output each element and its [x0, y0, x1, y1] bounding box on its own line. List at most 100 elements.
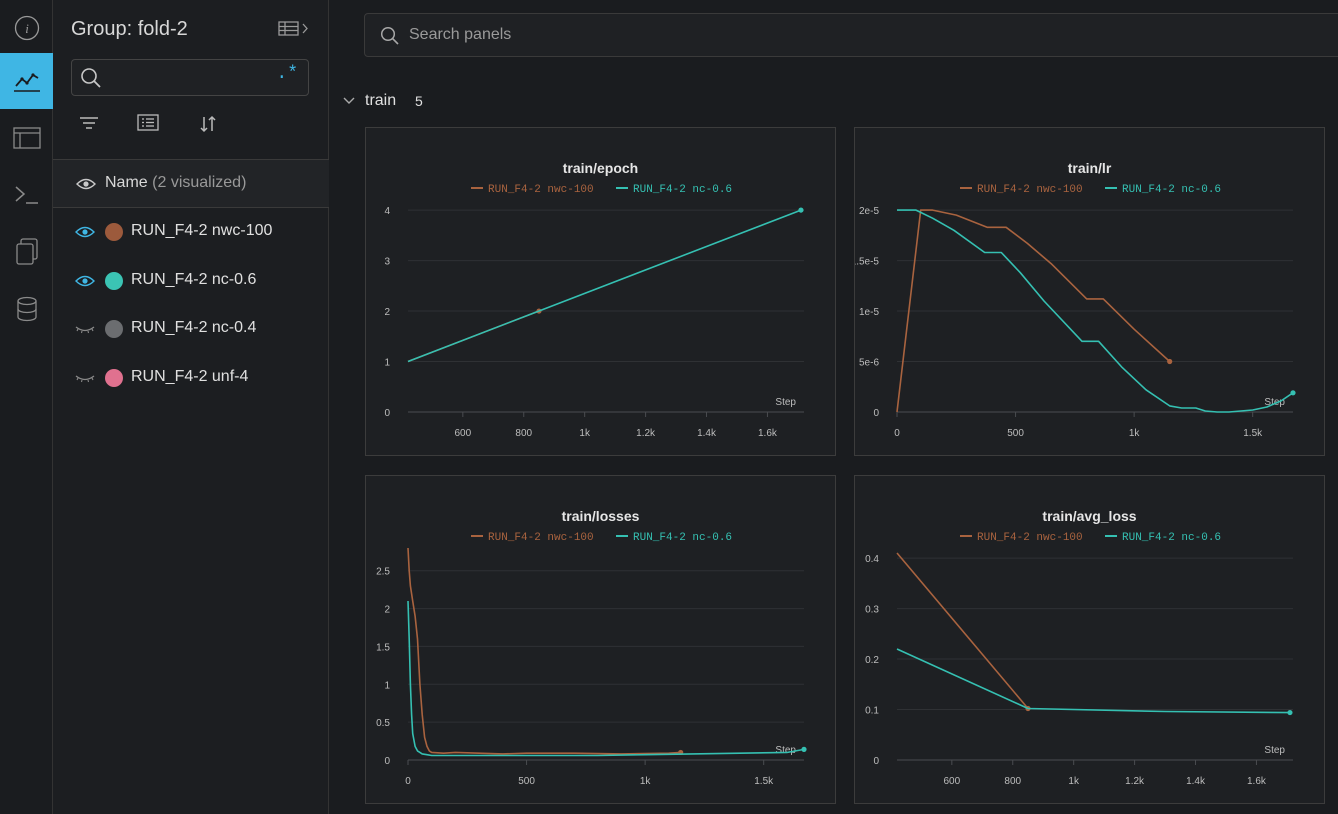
section-name: train	[365, 92, 397, 109]
series-line	[896, 648, 1291, 714]
run-color-swatch[interactable]	[105, 271, 123, 290]
run-name[interactable]: RUN_F4-2 nwc-100	[131, 222, 273, 239]
eye-hidden-icon[interactable]	[75, 371, 95, 385]
y-tick-label: 1.5e-5	[855, 257, 879, 268]
chart-title: train/epoch	[563, 160, 638, 176]
x-tick-label: 1k	[579, 428, 591, 439]
panel-search-box	[364, 13, 1338, 57]
x-axis-label: Step	[775, 745, 796, 756]
x-tick-label: 1k	[1129, 428, 1141, 439]
series-end-point	[1287, 709, 1293, 716]
series-line	[896, 209, 1171, 413]
files-nav-button[interactable]	[0, 224, 53, 280]
run-search-box: .*	[71, 59, 309, 96]
expand-table-button[interactable]	[278, 19, 310, 44]
run-color-swatch[interactable]	[105, 368, 123, 387]
x-tick-label: 1.2k	[636, 428, 656, 439]
legend-label: RUN_F4-2 nc-0.6	[633, 184, 732, 196]
series-line	[407, 209, 802, 363]
group-button[interactable]	[137, 114, 159, 137]
y-tick-label: 0	[384, 756, 390, 767]
run-row[interactable]: RUN_F4-2 nc-0.6	[53, 257, 329, 305]
run-color-swatch[interactable]	[105, 320, 123, 338]
search-icon	[81, 68, 101, 88]
run-name[interactable]: RUN_F4-2 nc-0.6	[131, 270, 257, 288]
sort-icon	[200, 115, 216, 133]
charts-nav-button[interactable]	[0, 53, 53, 109]
y-tick-label: 0.2	[865, 655, 879, 666]
chart-train-lr: train/lr RUN_F4-2 nwc-100 RUN_F4-2 nc-0.6 0…	[855, 160, 1296, 439]
svg-text:i: i	[25, 21, 29, 36]
x-tick-label: 1.6k	[758, 428, 778, 439]
artifacts-nav-button[interactable]	[0, 281, 53, 337]
x-tick-label: 0	[405, 776, 411, 787]
files-icon	[15, 238, 38, 265]
y-tick-label: 0	[873, 756, 879, 767]
run-name[interactable]: RUN_F4-2 unf-4	[131, 367, 249, 385]
filter-button[interactable]	[78, 114, 100, 137]
eye-visible-icon[interactable]	[75, 225, 95, 239]
y-tick-label: 1.5	[376, 642, 390, 653]
x-tick-label: 600	[943, 776, 960, 787]
x-tick-label: 800	[1004, 776, 1021, 787]
overview-nav-button[interactable]: i	[0, 0, 53, 56]
terminal-icon	[15, 186, 38, 204]
y-tick-label: 2.5	[376, 567, 390, 578]
x-tick-label: 1.5k	[754, 776, 774, 787]
group-title: Group: fold-2	[71, 18, 188, 40]
x-tick-label: 1.6k	[1247, 776, 1267, 787]
sort-button[interactable]	[198, 114, 218, 139]
regex-toggle[interactable]: .*	[276, 64, 298, 84]
eye-visible-icon[interactable]	[75, 274, 95, 288]
x-axis-label: Step	[1264, 745, 1285, 756]
y-tick-label: 1e-5	[859, 307, 879, 318]
chart-legend: RUN_F4-2 nwc-100 RUN_F4-2 nc-0.6	[960, 184, 1221, 196]
y-tick-label: 2e-5	[859, 206, 879, 217]
legend-label: RUN_F4-2 nc-0.6	[633, 532, 732, 544]
x-axis-label: Step	[1264, 397, 1285, 408]
run-row[interactable]: RUN_F4-2 nwc-100	[53, 208, 329, 256]
chart-panel-train-losses[interactable]: train/losses RUN_F4-2 nwc-100 RUN_F4-2 nc-…	[365, 475, 836, 804]
legend-label: RUN_F4-2 nc-0.6	[1122, 184, 1221, 196]
chart-title: train/lr	[1068, 160, 1112, 176]
series-end-point	[1167, 358, 1173, 365]
logs-nav-button[interactable]	[0, 167, 53, 223]
x-tick-label: 1.2k	[1125, 776, 1145, 787]
y-tick-label: 0.1	[865, 706, 879, 717]
series-line	[407, 547, 681, 755]
run-toolbar	[78, 114, 238, 136]
run-row[interactable]: RUN_F4-2 unf-4	[53, 354, 329, 402]
y-tick-label: 0.3	[865, 605, 879, 616]
x-axis-label: Step	[775, 397, 796, 408]
panel-search-input[interactable]	[409, 23, 809, 47]
chart-panel-train-lr[interactable]: train/lr RUN_F4-2 nwc-100 RUN_F4-2 nc-0.6 0…	[854, 127, 1325, 456]
chart-train-epoch: train/epoch RUN_F4-2 nwc-100 RUN_F4-2 nc-0…	[384, 160, 804, 439]
chart-train-losses: train/losses RUN_F4-2 nwc-100 RUN_F4-2 nc-…	[376, 508, 807, 787]
series-end-point	[801, 746, 807, 752]
x-tick-label: 800	[515, 428, 532, 439]
table-nav-button[interactable]	[0, 110, 53, 166]
info-icon: i	[14, 15, 39, 41]
y-tick-label: 3	[384, 257, 390, 268]
nav-rail: i	[0, 0, 53, 814]
x-tick-label: 600	[454, 428, 471, 439]
run-name[interactable]: RUN_F4-2 nc-0.4	[131, 319, 257, 336]
legend-label: RUN_F4-2 nwc-100	[977, 184, 1083, 196]
y-tick-label: 0.5	[376, 718, 390, 729]
x-tick-label: 500	[518, 776, 535, 787]
series-line	[897, 209, 1294, 413]
y-tick-label: 1	[384, 680, 390, 691]
runs-name-header[interactable]: Name (2 visualized)	[53, 159, 329, 208]
run-row[interactable]: RUN_F4-2 nc-0.4	[53, 305, 329, 353]
x-tick-label: 500	[1007, 428, 1024, 439]
chart-legend: RUN_F4-2 nwc-100 RUN_F4-2 nc-0.6	[471, 532, 732, 544]
eye-hidden-icon[interactable]	[75, 322, 95, 336]
run-search-input[interactable]	[108, 66, 278, 90]
chart-panel-train-epoch[interactable]: train/epoch RUN_F4-2 nwc-100 RUN_F4-2 nc-0…	[365, 127, 836, 456]
run-color-swatch[interactable]	[105, 223, 123, 241]
chart-panel-train-avg-loss[interactable]: train/avg_loss RUN_F4-2 nwc-100 RUN_F4-2 n…	[854, 475, 1325, 804]
line-chart-icon	[13, 73, 40, 92]
